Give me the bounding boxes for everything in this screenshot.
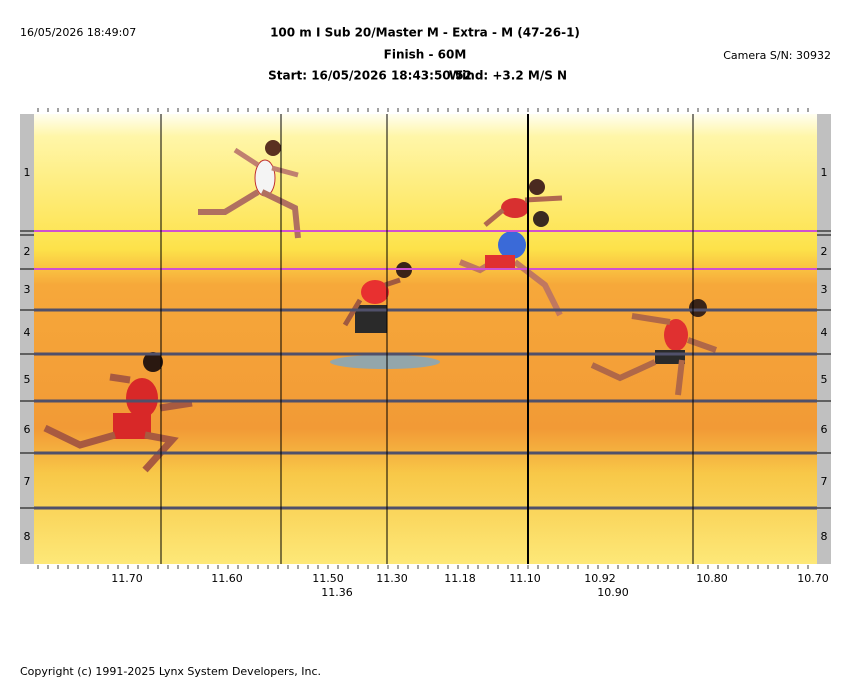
start-time: Start: 16/05/2026 18:43:50.52 <box>268 69 472 83</box>
race-subtitle: Finish - 60M <box>384 48 467 62</box>
runner <box>198 140 301 239</box>
lane-label: 7 <box>821 475 828 488</box>
lane-label: 5 <box>821 373 828 386</box>
time-label: 11.30 <box>376 572 408 585</box>
time-label: 11.70 <box>111 572 143 585</box>
time-sub-label: 10.90 <box>597 586 629 599</box>
lane-label: 3 <box>24 283 31 296</box>
camera-serial: Camera S/N: 30932 <box>723 49 831 62</box>
time-label: 10.80 <box>696 572 728 585</box>
lane-label: 5 <box>24 373 31 386</box>
time-label: 11.10 <box>509 572 541 585</box>
race-title: 100 m I Sub 20/Master M - Extra - M (47-… <box>270 26 580 40</box>
lane-label: 2 <box>24 245 31 258</box>
time-label: 10.70 <box>797 572 829 585</box>
lane-label: 1 <box>24 166 31 179</box>
lane-label: 6 <box>24 423 31 436</box>
lane-label: 3 <box>821 283 828 296</box>
lane-label: 8 <box>821 530 828 543</box>
lane-label: 4 <box>24 326 31 339</box>
time-label: 11.60 <box>211 572 243 585</box>
runner <box>43 352 193 473</box>
lane-bar-left <box>20 114 34 564</box>
time-label: 11.50 <box>312 572 344 585</box>
lane-label: 6 <box>821 423 828 436</box>
lane-label: 1 <box>821 166 828 179</box>
lane-bar-right <box>817 114 831 564</box>
lane-label: 8 <box>24 530 31 543</box>
time-sub-label: 11.36 <box>321 586 353 599</box>
runners <box>43 140 718 473</box>
lane-label: 2 <box>821 245 828 258</box>
footer: Copyright (c) 1991-2025 Lynx System Deve… <box>20 665 321 678</box>
timestamp: 16/05/2026 18:49:07 <box>20 26 136 39</box>
wind: Wind: +3.2 M/S N <box>449 69 567 83</box>
lane-label: 7 <box>24 475 31 488</box>
runner <box>483 179 563 227</box>
lane-label: 4 <box>821 326 828 339</box>
time-label: 11.18 <box>444 572 476 585</box>
time-label: 10.92 <box>584 572 616 585</box>
finish-image <box>34 114 817 564</box>
